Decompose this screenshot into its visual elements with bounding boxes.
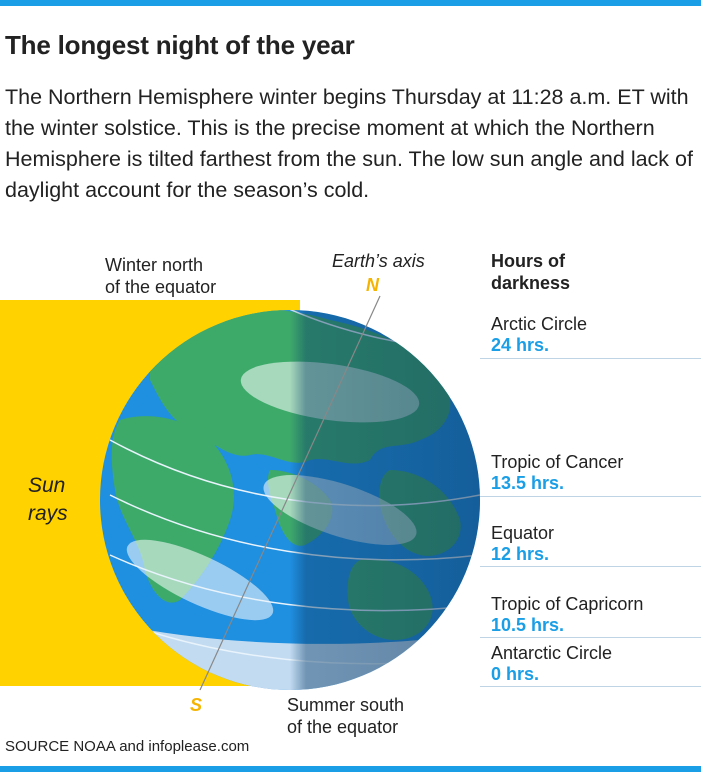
zone-divider [480,566,701,567]
summer-label: Summer south of the equator [287,695,405,737]
zone-hours-antarctic-circle: 0 hrs. [491,664,540,684]
zone-hours-arctic-circle: 24 hrs. [491,335,550,355]
page-title: The longest night of the year [5,30,355,60]
zone-hours-tropic-of-capricorn: 10.5 hrs. [491,615,565,635]
night-side [290,310,480,690]
description-text: The Northern Hemisphere winter begins Th… [5,85,693,202]
zone-hours-tropic-of-cancer: 13.5 hrs. [491,473,565,493]
sun-rays-label: Sun rays [28,474,68,525]
source-credit: SOURCE NOAA and infoplease.com [5,738,250,755]
zone-divider [480,358,701,359]
zone-divider [480,637,701,638]
zone-name-equator: Equator [491,523,555,543]
south-marker: S [190,695,203,715]
zone-divider [480,686,701,687]
north-marker: N [366,275,379,295]
earth-axis-line [199,295,381,691]
cloud [126,539,274,621]
zone-divider [480,496,701,497]
zone-name-tropic-of-cancer: Tropic of Cancer [491,452,624,472]
zone-name-tropic-of-capricorn: Tropic of Capricorn [491,594,644,614]
bottom-accent-bar [0,766,701,772]
earth-axis-label: Earth’s axis [332,251,425,271]
winter-label: Winter north of the equator [105,255,217,297]
top-accent-bar [0,0,701,6]
zone-hours-equator: 12 hrs. [491,544,550,564]
zone-name-antarctic-circle: Antarctic Circle [491,643,613,663]
zone-name-arctic-circle: Arctic Circle [491,314,588,334]
hours-of-darkness-header: Hours of darkness [491,251,571,293]
